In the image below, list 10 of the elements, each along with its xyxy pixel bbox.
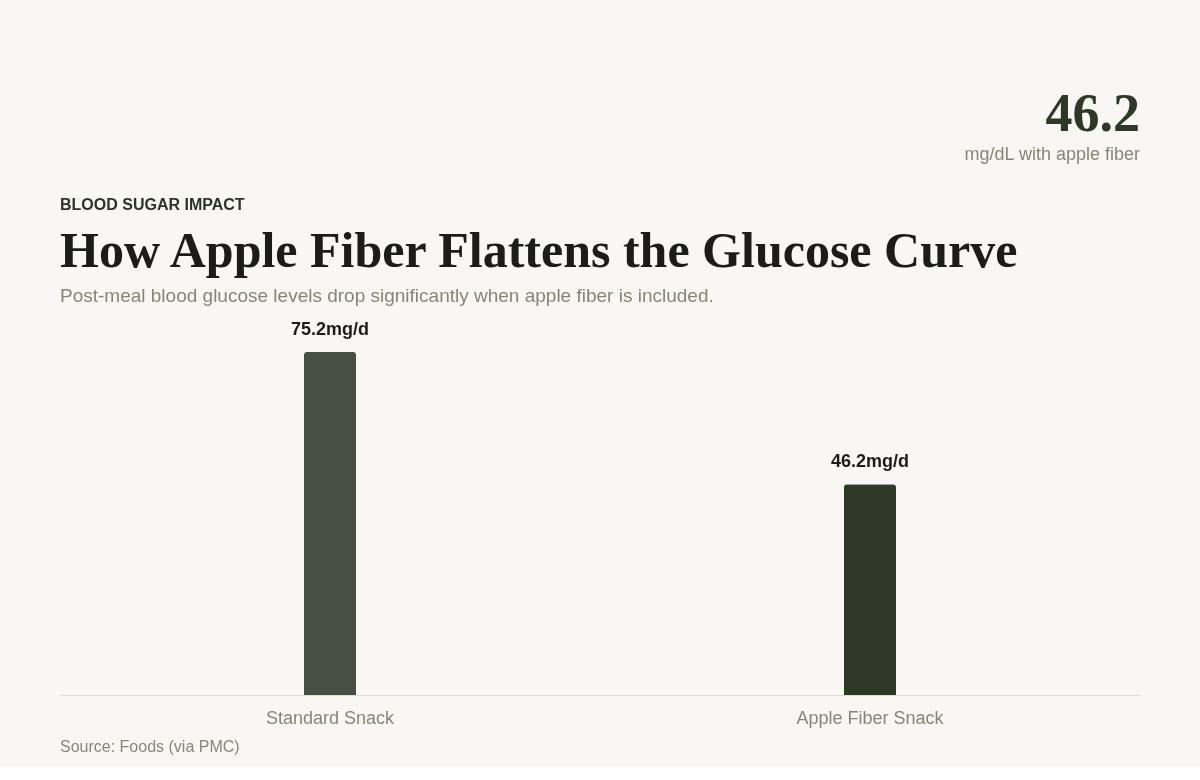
data-label: 46.2mg/d (830, 451, 910, 472)
source-note: Source: Foods (via PMC) (60, 738, 240, 755)
x-tick-label: Apple Fiber Snack (796, 707, 945, 728)
x-tick-label: Standard Snack (265, 707, 396, 728)
text: 46.2 (1045, 83, 1140, 143)
chart-title: How Apple Fiber Flattens the Glucose Curve (60, 222, 1018, 278)
chart-subtitle: Post-meal blood glucose levels drop significantly when apple fiber is included. (60, 285, 714, 306)
text: mg/dL with apple fiber (964, 144, 1140, 164)
data-label: 75.2mg/d (290, 318, 370, 339)
text: BLOOD SUGAR IMPACT (60, 196, 245, 213)
